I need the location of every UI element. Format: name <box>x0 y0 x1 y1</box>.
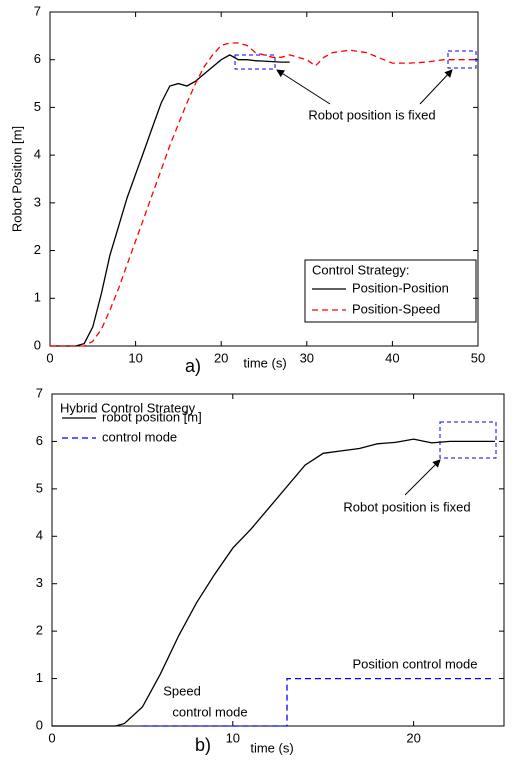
arrow <box>404 459 441 496</box>
y-tick-label: 6 <box>34 51 41 66</box>
data-line <box>50 42 474 347</box>
y-tick-label: 4 <box>34 147 41 162</box>
y-tick-label: 2 <box>36 623 43 638</box>
x-tick-label: 30 <box>300 350 314 365</box>
y-tick-label: 7 <box>36 385 43 400</box>
x-tick-label: 20 <box>406 730 420 745</box>
legend-title: Control Strategy: <box>312 262 410 277</box>
annotation: Position control mode <box>352 656 477 671</box>
x-axis-label: time (s) <box>243 355 286 370</box>
y-tick-label: 7 <box>34 3 41 18</box>
y-tick-label: 3 <box>34 194 41 209</box>
annotation: control mode <box>172 704 247 719</box>
annotation: Robot position is fixed <box>308 107 435 122</box>
legend-label: Position-Position <box>352 280 449 295</box>
legend-title: Hybrid Control Strategy <box>60 400 196 415</box>
y-tick-label: 4 <box>36 528 43 543</box>
plot-frame <box>49 11 479 347</box>
panel-label: b) <box>195 735 211 755</box>
x-tick-label: 0 <box>48 730 55 745</box>
data-line <box>142 677 495 727</box>
data-line <box>50 54 290 347</box>
y-tick-label: 1 <box>36 670 43 685</box>
y-tick-label: 5 <box>36 480 43 495</box>
y-tick-label: 0 <box>34 337 41 352</box>
highlight-box <box>234 54 276 70</box>
y-axis-label: Robot Position [m] <box>9 126 24 232</box>
panel-label: a) <box>185 356 201 376</box>
y-tick-label: 0 <box>36 717 43 732</box>
x-tick-label: 10 <box>128 350 142 365</box>
data-line <box>52 438 495 727</box>
x-tick-label: 50 <box>471 350 485 365</box>
arrow <box>419 69 453 105</box>
x-tick-label: 10 <box>226 730 240 745</box>
y-tick-label: 1 <box>34 290 41 305</box>
x-tick-label: 20 <box>214 350 228 365</box>
highlight-box <box>439 421 497 459</box>
x-tick-label: 0 <box>46 350 53 365</box>
annotation: Speed <box>163 683 201 698</box>
arrow <box>276 69 331 105</box>
x-axis-label: time (s) <box>250 740 293 755</box>
y-tick-label: 5 <box>34 99 41 114</box>
legend-label: robot position [m] <box>102 409 202 424</box>
legend-box <box>304 259 477 323</box>
annotation: Robot position is fixed <box>343 499 470 514</box>
legend-label: control mode <box>102 429 177 444</box>
x-tick-label: 40 <box>385 350 399 365</box>
legend-label: Position-Speed <box>352 301 440 316</box>
y-tick-label: 3 <box>36 575 43 590</box>
y-tick-label: 6 <box>36 433 43 448</box>
y-tick-label: 2 <box>34 242 41 257</box>
